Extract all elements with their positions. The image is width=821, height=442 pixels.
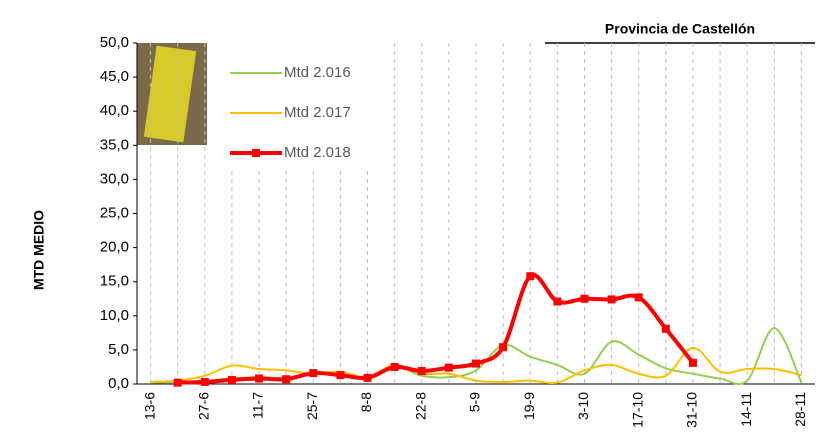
marker: [499, 343, 508, 352]
marker: [336, 371, 345, 380]
marker: [417, 367, 426, 376]
y-tick-label: 50,0: [100, 34, 129, 51]
series-line: [150, 346, 802, 385]
x-tick-label: 28-11: [792, 392, 808, 427]
y-tick-label: 0,0: [108, 375, 129, 392]
marker: [309, 369, 318, 378]
marker: [282, 375, 291, 384]
marker: [363, 373, 372, 382]
y-tick-label: 45,0: [100, 68, 129, 85]
marker: [661, 324, 670, 333]
x-tick-label: 3-10: [575, 392, 591, 420]
y-tick-label: 25,0: [100, 204, 129, 221]
marker: [255, 374, 264, 383]
legend-box: [208, 43, 380, 170]
legend-label: Mtd 2.016: [284, 64, 351, 81]
x-tick-label: 27-6: [196, 392, 212, 420]
x-tick-label: 5-9: [467, 392, 483, 412]
x-tick-label: 19-9: [521, 392, 537, 420]
marker: [472, 359, 480, 368]
marker: [390, 362, 399, 371]
legend-label: Mtd 2.018: [284, 144, 351, 161]
marker: [688, 358, 697, 367]
y-axis-label: MTD MEDIO: [31, 210, 47, 290]
chart-title: Provincia de Castellón: [605, 21, 755, 37]
marker: [444, 363, 453, 372]
x-tick-label: 14-11: [738, 392, 754, 427]
marker: [200, 377, 209, 386]
marker: [634, 293, 643, 302]
x-tick-label: 31-10: [684, 392, 700, 428]
x-tick-label: 13-6: [141, 392, 157, 420]
marker: [227, 375, 236, 384]
x-tick-label: 25-7: [304, 392, 320, 420]
y-tick-label: 35,0: [100, 136, 129, 153]
marker: [580, 294, 589, 303]
x-tick-label: 8-8: [358, 392, 374, 412]
x-tick-label: 22-8: [412, 392, 428, 420]
legend-label: Mtd 2.017: [284, 104, 351, 121]
legend-marker: [252, 149, 260, 157]
y-tick-label: 5,0: [108, 341, 129, 358]
marker: [526, 272, 535, 281]
x-tick-label: 17-10: [629, 392, 645, 428]
marker: [607, 295, 616, 304]
marker: [553, 297, 562, 306]
marker: [173, 378, 182, 387]
y-tick-label: 10,0: [100, 307, 129, 324]
y-tick-label: 20,0: [100, 239, 129, 256]
y-tick-label: 15,0: [100, 273, 129, 290]
x-tick-label: 11-7: [250, 392, 266, 419]
y-tick-label: 40,0: [100, 102, 129, 119]
trap: [143, 45, 197, 143]
y-tick-label: 30,0: [100, 170, 129, 187]
